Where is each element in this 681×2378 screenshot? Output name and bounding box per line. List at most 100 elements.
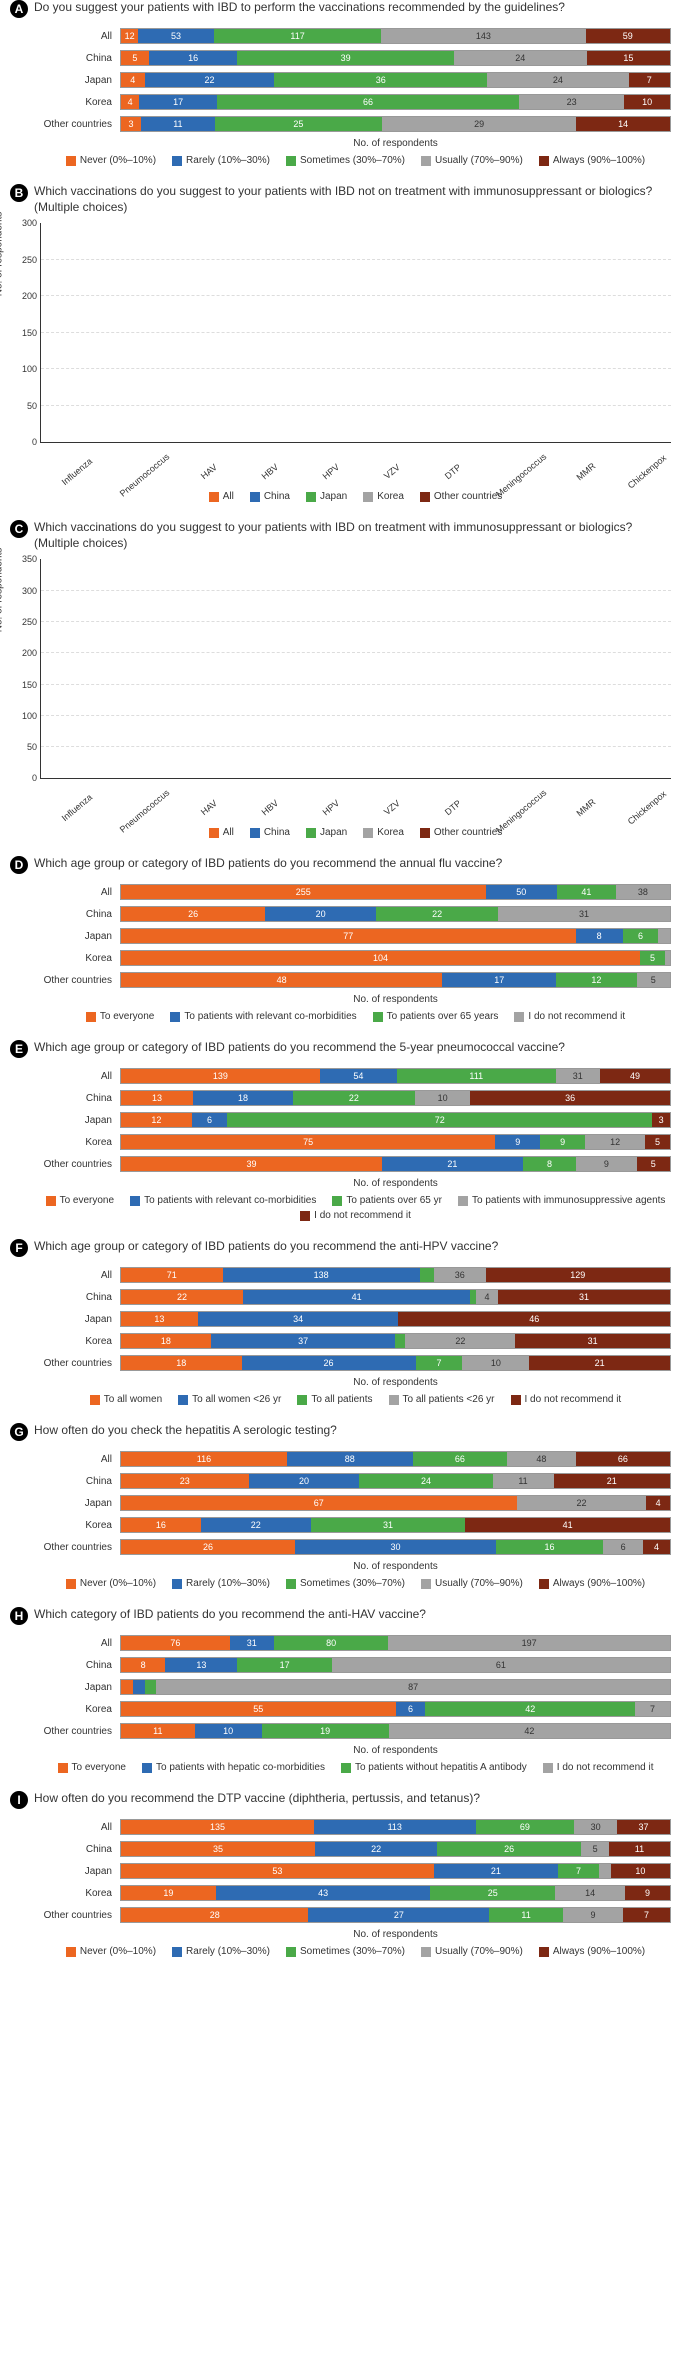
bar-segment: 72 [227,1113,652,1127]
panel-B: B Which vaccinations do you suggest to y… [0,184,681,502]
question-text: Which category of IBD patients do you re… [34,1607,426,1623]
legend-label: To patients over 65 yr [346,1195,442,1206]
legend-swatch [539,1579,549,1589]
x-axis-label: No. of respondents [120,138,671,149]
bar-container: 133446 [120,1311,671,1327]
legend-item: To everyone [46,1195,114,1206]
panel-badge: D [10,856,28,874]
legend-label: Always (90%–100%) [553,1946,645,1957]
bar-container: 11101942 [120,1723,671,1739]
legend-item: I do not recommend it [514,1011,625,1022]
bar-segment: 48 [121,973,442,987]
bar-segment: 71 [121,1268,223,1282]
bar-segment: 6 [623,929,658,943]
row-category-label: China [40,1093,120,1104]
bar-segment: 21 [529,1356,670,1370]
bar-segment: 26 [121,1540,295,1554]
bar-segment: 5 [637,973,670,987]
y-tick: 300 [22,218,37,228]
bar-segment: 36 [434,1268,485,1282]
x-labels: InfluenzaPneumococcusHAVHBVHPVVZVDTPMeni… [40,445,671,485]
legend-label: Never (0%–10%) [80,1578,156,1589]
bar-container: 28271197 [120,1907,671,1923]
question-text: Which vaccinations do you suggest to you… [34,184,671,215]
stacked-row: China8131761 [40,1655,671,1675]
bar-segment: 53 [121,1864,434,1878]
bar-container: 26301664 [120,1539,671,1555]
panel-header: G How often do you check the hepatitis A… [10,1423,671,1441]
bar-segment: 16 [121,1518,201,1532]
bar-container: 417662310 [120,94,671,110]
legend: Never (0%–10%)Rarely (10%–30%)Sometimes … [40,1946,671,1957]
bar-segment: 30 [574,1820,617,1834]
bar-segment: 75 [121,1135,495,1149]
bar-segment: 31 [498,907,670,921]
bar-segment [145,1680,157,1694]
panel-header: F Which age group or category of IBD pat… [10,1239,671,1257]
x-category-label: VZV [369,445,441,515]
bar-segment: 66 [413,1452,507,1466]
stacked-row: Other countries26301664 [40,1537,671,1557]
bar-container: 11688664866 [120,1451,671,1467]
bar-segment: 49 [600,1069,670,1083]
bar-segment: 12 [585,1135,645,1149]
y-tick: 200 [22,291,37,301]
bar-segment: 139 [121,1069,320,1083]
bar-segment: 30 [295,1540,496,1554]
legend-swatch [142,1763,152,1773]
bar-segment: 8 [576,929,623,943]
stacked-row: China26202231 [40,904,671,924]
bar-segment: 11 [493,1474,554,1488]
stacked-row: Korea18372231 [40,1331,671,1351]
bar-segment: 5 [645,1135,670,1149]
bar-segment: 20 [265,907,376,921]
stacked-chart: All125311714359China516392415Japan422362… [40,26,671,149]
bar-segment: 67 [121,1496,517,1510]
stacked-row: All763180197 [40,1633,671,1653]
bar-segment: 28 [121,1908,308,1922]
legend-item: Usually (70%–90%) [421,1946,523,1957]
legend-swatch [46,1196,56,1206]
bar-segment: 18 [193,1091,293,1105]
stacked-row: All135113693037 [40,1817,671,1837]
legend-label: I do not recommend it [314,1210,411,1221]
bar-segment: 5 [581,1842,609,1856]
bar-segment: 7 [635,1702,670,1716]
legend-label: Rarely (10%–30%) [186,155,270,166]
x-category-label: DTP [430,781,502,851]
bar-segment: 48 [507,1452,576,1466]
bar-segment: 6 [192,1113,227,1127]
legend-swatch [66,1579,76,1589]
bar-segment [599,1864,611,1878]
row-category-label: Korea [40,1520,120,1531]
bar-segment: 22 [145,73,275,87]
bar-segment: 18 [121,1334,211,1348]
bar-container: 7786 [120,928,671,944]
bar-container: 352226511 [120,1841,671,1857]
stacked-chart: All7113836129China2241431Japan133446Kore… [40,1265,671,1388]
legend-swatch [458,1196,468,1206]
legend-label: To everyone [72,1762,126,1773]
row-category-label: All [40,887,120,898]
stacked-row: All139541113149 [40,1066,671,1086]
legend-label: Sometimes (30%–70%) [300,1946,405,1957]
legend-swatch [172,1579,182,1589]
bar-segment: 9 [625,1886,670,1900]
y-tick: 50 [27,401,37,411]
bar-container: 26202231 [120,906,671,922]
x-category-label: DTP [430,445,502,515]
row-category-label: Korea [40,1137,120,1148]
x-axis-label: No. of respondents [120,1745,671,1756]
stacked-row: Japan5321710 [40,1861,671,1881]
x-axis-label: No. of respondents [120,1561,671,1572]
bar-segment: 11 [489,1908,563,1922]
legend-item: To all women <26 yr [178,1394,281,1405]
question-text: Which age group or category of IBD patie… [34,1239,498,1255]
bar-segment: 41 [243,1290,470,1304]
row-category-label: Korea [40,1336,120,1347]
legend-item: Sometimes (30%–70%) [286,1578,405,1589]
bar-segment: 11 [609,1842,670,1856]
row-category-label: China [40,909,120,920]
bar-segment: 25 [215,117,382,131]
bar-segment: 36 [274,73,487,87]
